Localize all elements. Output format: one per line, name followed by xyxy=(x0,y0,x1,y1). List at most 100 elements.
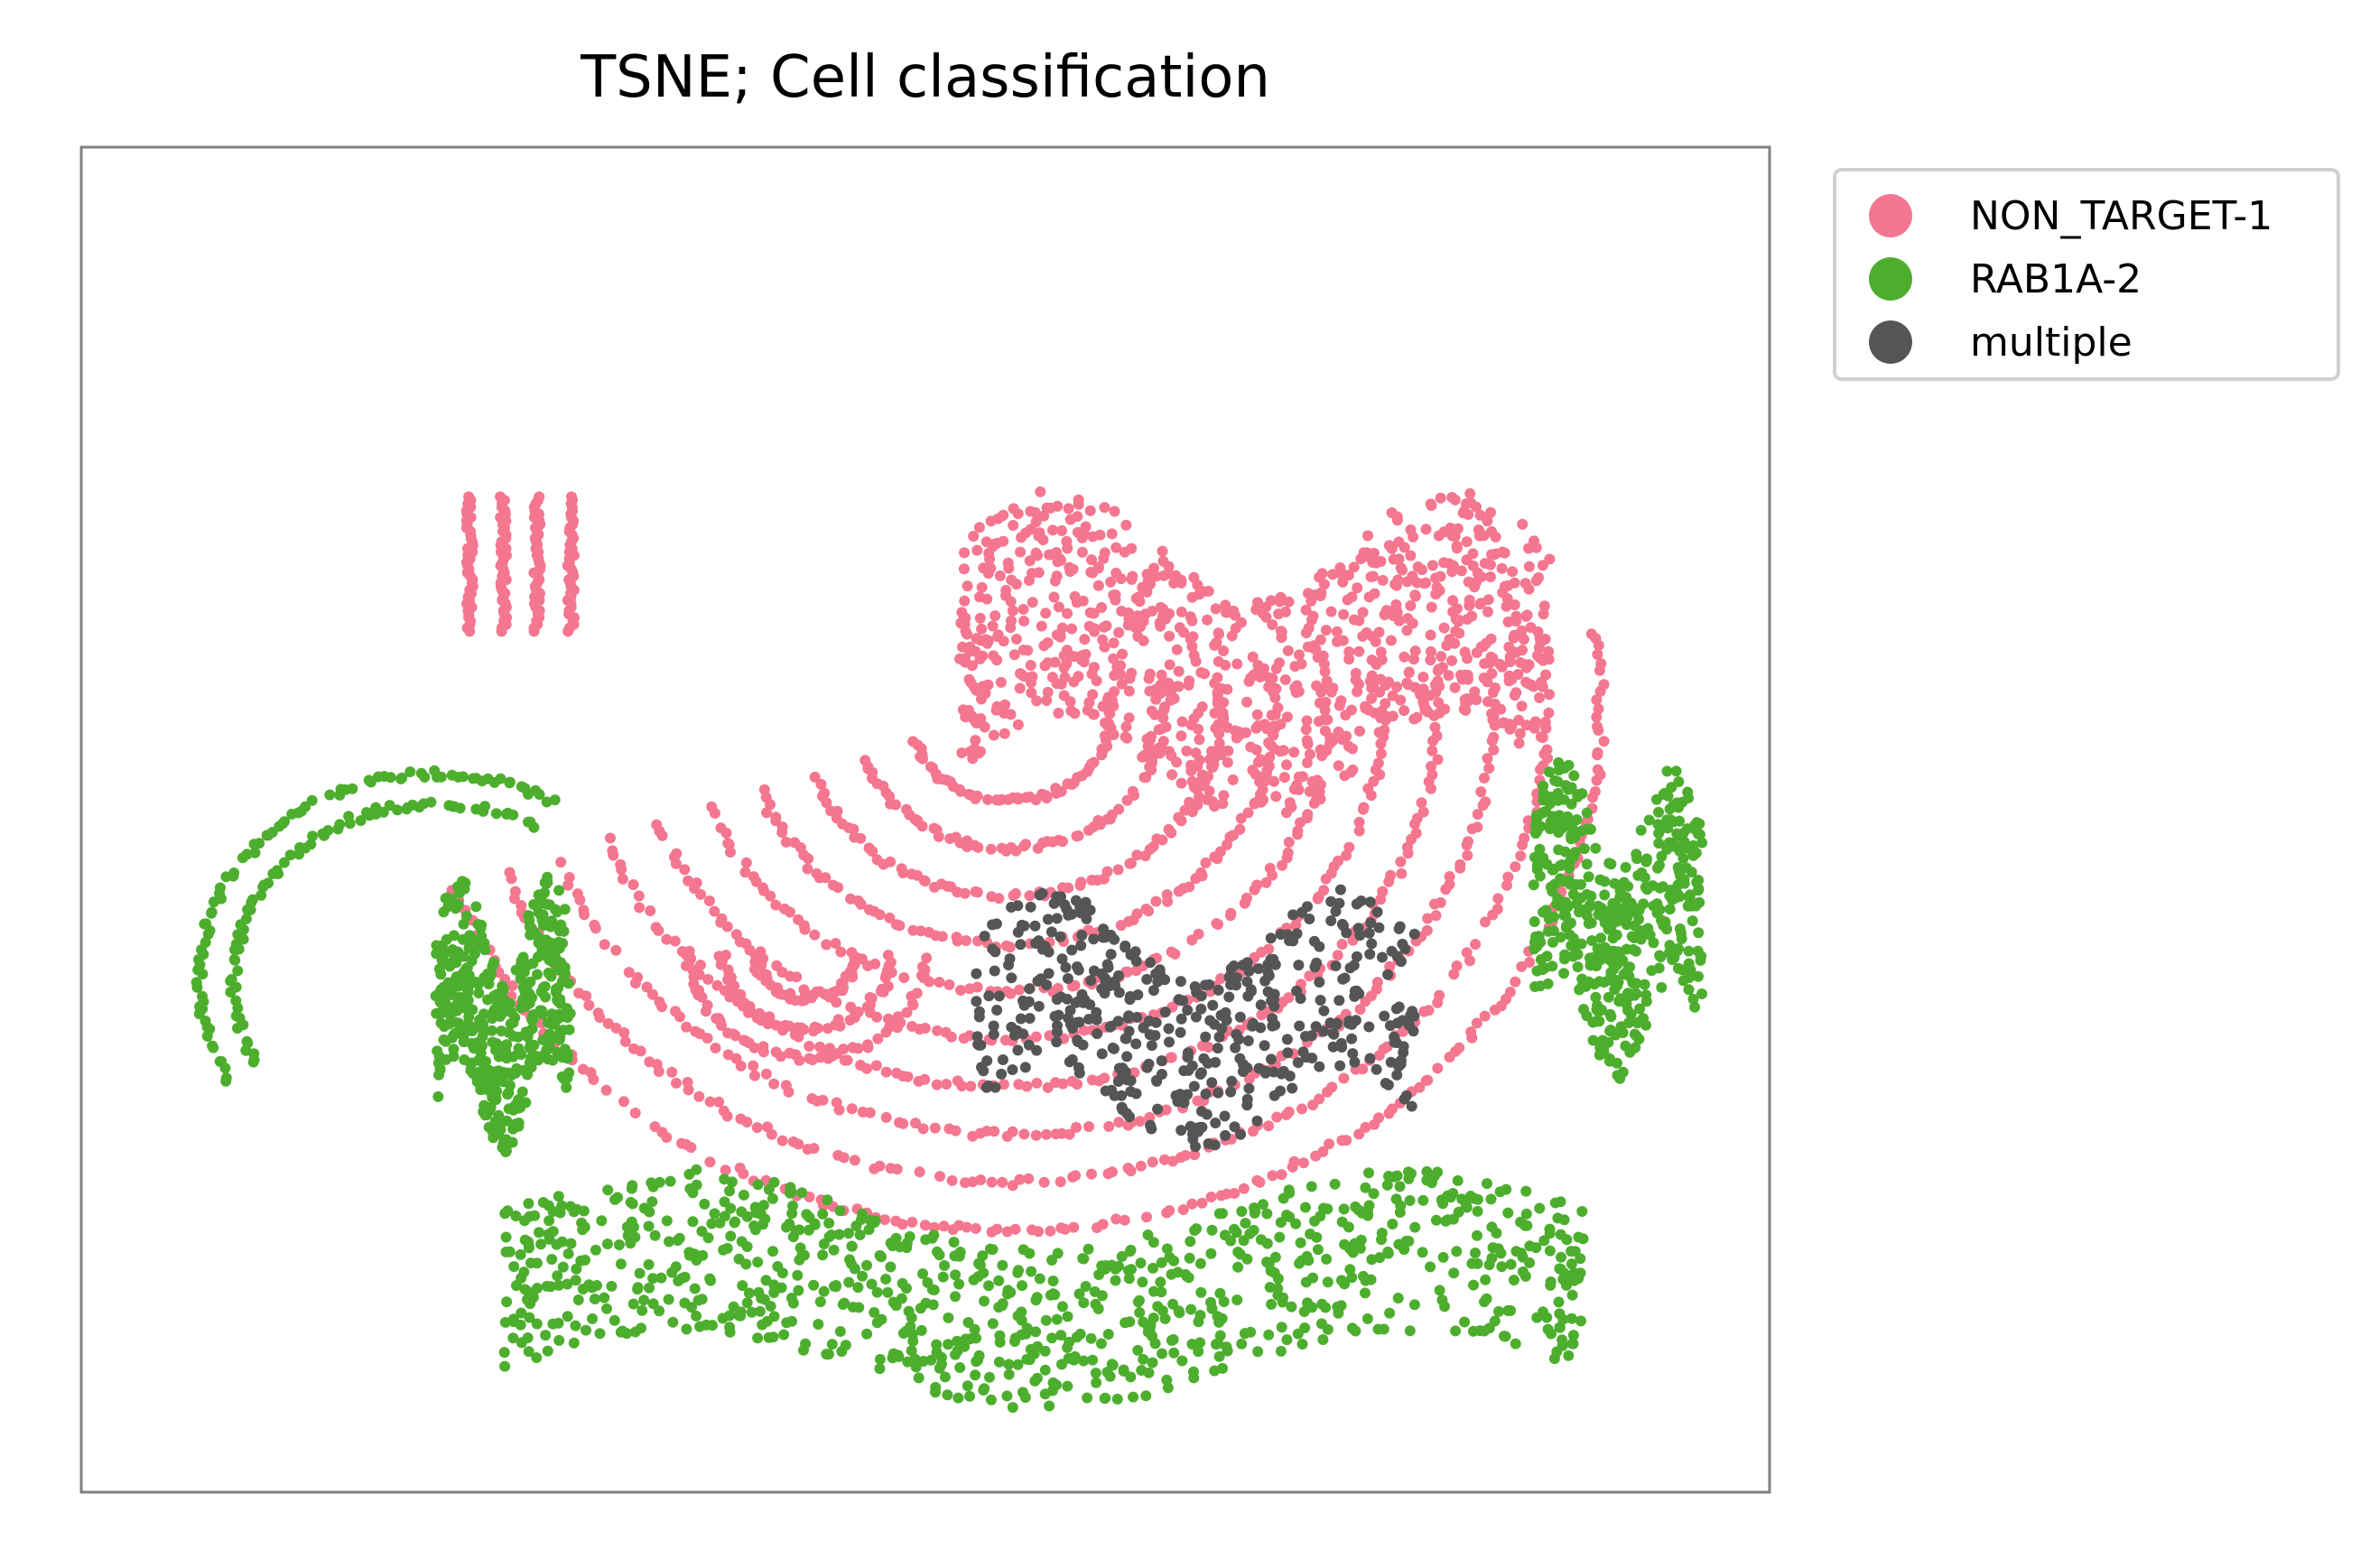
point-rab1a-2-1152 xyxy=(717,1313,729,1324)
point-non-target-1-1054 xyxy=(1317,1146,1329,1157)
point-non-target-1-2166 xyxy=(1530,575,1542,587)
point-non-target-1-2093 xyxy=(1144,742,1155,753)
point-rab1a-2-1037 xyxy=(532,1283,543,1294)
point-rab1a-2-1306 xyxy=(1300,1276,1312,1288)
point-rab1a-2-514 xyxy=(504,1080,516,1091)
point-rab1a-2-1515 xyxy=(1573,1231,1584,1243)
point-rab1a-2-1488 xyxy=(581,1324,591,1336)
point-non-target-1-2076 xyxy=(1301,715,1313,727)
point-multiple-240 xyxy=(1328,1028,1340,1040)
point-rab1a-2-1327 xyxy=(626,1183,637,1194)
point-rab1a-2-167 xyxy=(219,1062,231,1074)
point-multiple-417 xyxy=(1314,977,1325,988)
point-non-target-1-1960 xyxy=(1367,631,1379,643)
point-rab1a-2-60 xyxy=(229,944,240,956)
point-multiple-359 xyxy=(1107,1042,1119,1053)
point-rab1a-2-779 xyxy=(737,1280,748,1292)
point-rab1a-2-439 xyxy=(524,1043,535,1053)
point-rab1a-2-1346 xyxy=(1472,1257,1483,1269)
point-multiple-203 xyxy=(1405,1009,1417,1021)
point-rab1a-2-1177 xyxy=(757,1200,769,1211)
point-rab1a-2-800 xyxy=(1417,1194,1429,1206)
point-rab1a-2-1748 xyxy=(1603,991,1614,1003)
point-rab1a-2-565 xyxy=(470,901,482,913)
point-non-target-1-991 xyxy=(685,1142,697,1154)
point-rab1a-2-684 xyxy=(542,1345,553,1357)
point-rab1a-2-1175 xyxy=(1073,1288,1085,1300)
point-rab1a-2-584 xyxy=(460,1020,471,1032)
point-non-target-1-1285 xyxy=(1231,658,1243,670)
point-rab1a-2-1464 xyxy=(1024,1248,1036,1259)
point-non-target-1-1904 xyxy=(1315,697,1326,709)
point-rab1a-2-1428 xyxy=(1393,1239,1405,1250)
point-rab1a-2-1805 xyxy=(1555,932,1566,943)
point-rab1a-2-1434 xyxy=(519,1215,530,1227)
point-non-target-1-1663 xyxy=(1084,607,1096,618)
point-non-target-1-338 xyxy=(869,958,881,970)
point-non-target-1-842 xyxy=(721,1110,733,1122)
point-multiple-65 xyxy=(1325,895,1337,907)
point-rab1a-2-991 xyxy=(1142,1229,1154,1240)
point-rab1a-2-590 xyxy=(454,887,465,899)
point-rab1a-2-86 xyxy=(516,781,527,793)
point-non-target-1-1695 xyxy=(1058,650,1070,662)
point-non-target-1-2101 xyxy=(1333,726,1344,738)
point-rab1a-2-1086 xyxy=(1404,1325,1416,1337)
point-non-target-1-2061 xyxy=(1226,630,1238,642)
point-rab1a-2-549 xyxy=(497,983,509,995)
point-rab1a-2-1447 xyxy=(733,1253,745,1265)
point-non-target-1-1591 xyxy=(1058,690,1070,701)
point-rab1a-2-1799 xyxy=(1597,1035,1609,1046)
point-non-target-1-504 xyxy=(1333,855,1343,867)
point-rab1a-2-1108 xyxy=(1030,1326,1042,1338)
point-rab1a-2-1393 xyxy=(1409,1221,1421,1233)
point-multiple-439 xyxy=(1061,903,1073,914)
point-non-target-1-844 xyxy=(741,1117,753,1127)
point-rab1a-2-531 xyxy=(507,1104,519,1116)
point-non-target-1-1554 xyxy=(1300,724,1312,736)
point-non-target-1-1027 xyxy=(1045,1225,1056,1237)
point-non-target-1-1525 xyxy=(995,676,1007,688)
point-rab1a-2-913 xyxy=(529,1210,541,1221)
point-non-target-1-378 xyxy=(1225,907,1237,919)
point-rab1a-2-656 xyxy=(1299,1202,1311,1213)
point-multiple-174 xyxy=(988,1020,999,1032)
point-rab1a-2-586 xyxy=(561,1050,572,1061)
point-non-target-1-2112 xyxy=(1063,503,1074,515)
point-rab1a-2-622 xyxy=(1448,1267,1460,1279)
point-rab1a-2-853 xyxy=(531,1352,543,1363)
point-rab1a-2-1055 xyxy=(905,1321,916,1332)
point-non-target-1-383 xyxy=(1260,877,1272,888)
point-non-target-1-798 xyxy=(1490,682,1501,693)
point-rab1a-2-994 xyxy=(852,1282,864,1294)
point-multiple-113 xyxy=(1146,1040,1157,1052)
point-non-target-1-1995 xyxy=(1108,728,1120,740)
point-non-target-1-788 xyxy=(1479,772,1490,784)
point-non-target-1-1438 xyxy=(1212,697,1223,709)
point-non-target-1-1419 xyxy=(1539,716,1551,728)
point-rab1a-2-1523 xyxy=(1687,993,1699,1005)
point-non-target-1-1403 xyxy=(1301,757,1313,768)
point-non-target-1-2115 xyxy=(1003,562,1015,574)
point-rab1a-2-1927 xyxy=(1667,954,1678,965)
point-non-target-1-1794 xyxy=(1111,567,1122,579)
point-rab1a-2-1394 xyxy=(1376,1234,1387,1246)
point-multiple-267 xyxy=(1062,973,1073,984)
point-rab1a-2-1200 xyxy=(937,1271,949,1283)
point-non-target-1-249 xyxy=(961,935,971,946)
point-rab1a-2-1286 xyxy=(971,1332,982,1344)
point-rab1a-2-1939 xyxy=(1614,993,1626,1005)
point-multiple-419 xyxy=(1243,1082,1255,1094)
point-non-target-1-2126 xyxy=(1288,747,1300,758)
point-non-target-1-37 xyxy=(1055,785,1067,797)
point-multiple-1 xyxy=(1287,1082,1298,1094)
point-non-target-1-1584 xyxy=(1529,716,1541,728)
point-rab1a-2-1270 xyxy=(1494,1186,1506,1198)
point-non-target-1-2038 xyxy=(1444,634,1455,645)
point-rab1a-2-509 xyxy=(446,1016,458,1027)
point-rab1a-2-1241 xyxy=(1555,1229,1566,1240)
point-non-target-1-1494 xyxy=(1337,635,1349,646)
point-non-target-1-616 xyxy=(1283,992,1295,1004)
point-rab1a-2-1502 xyxy=(1390,1193,1402,1205)
point-non-target-1-404 xyxy=(1319,725,1331,737)
